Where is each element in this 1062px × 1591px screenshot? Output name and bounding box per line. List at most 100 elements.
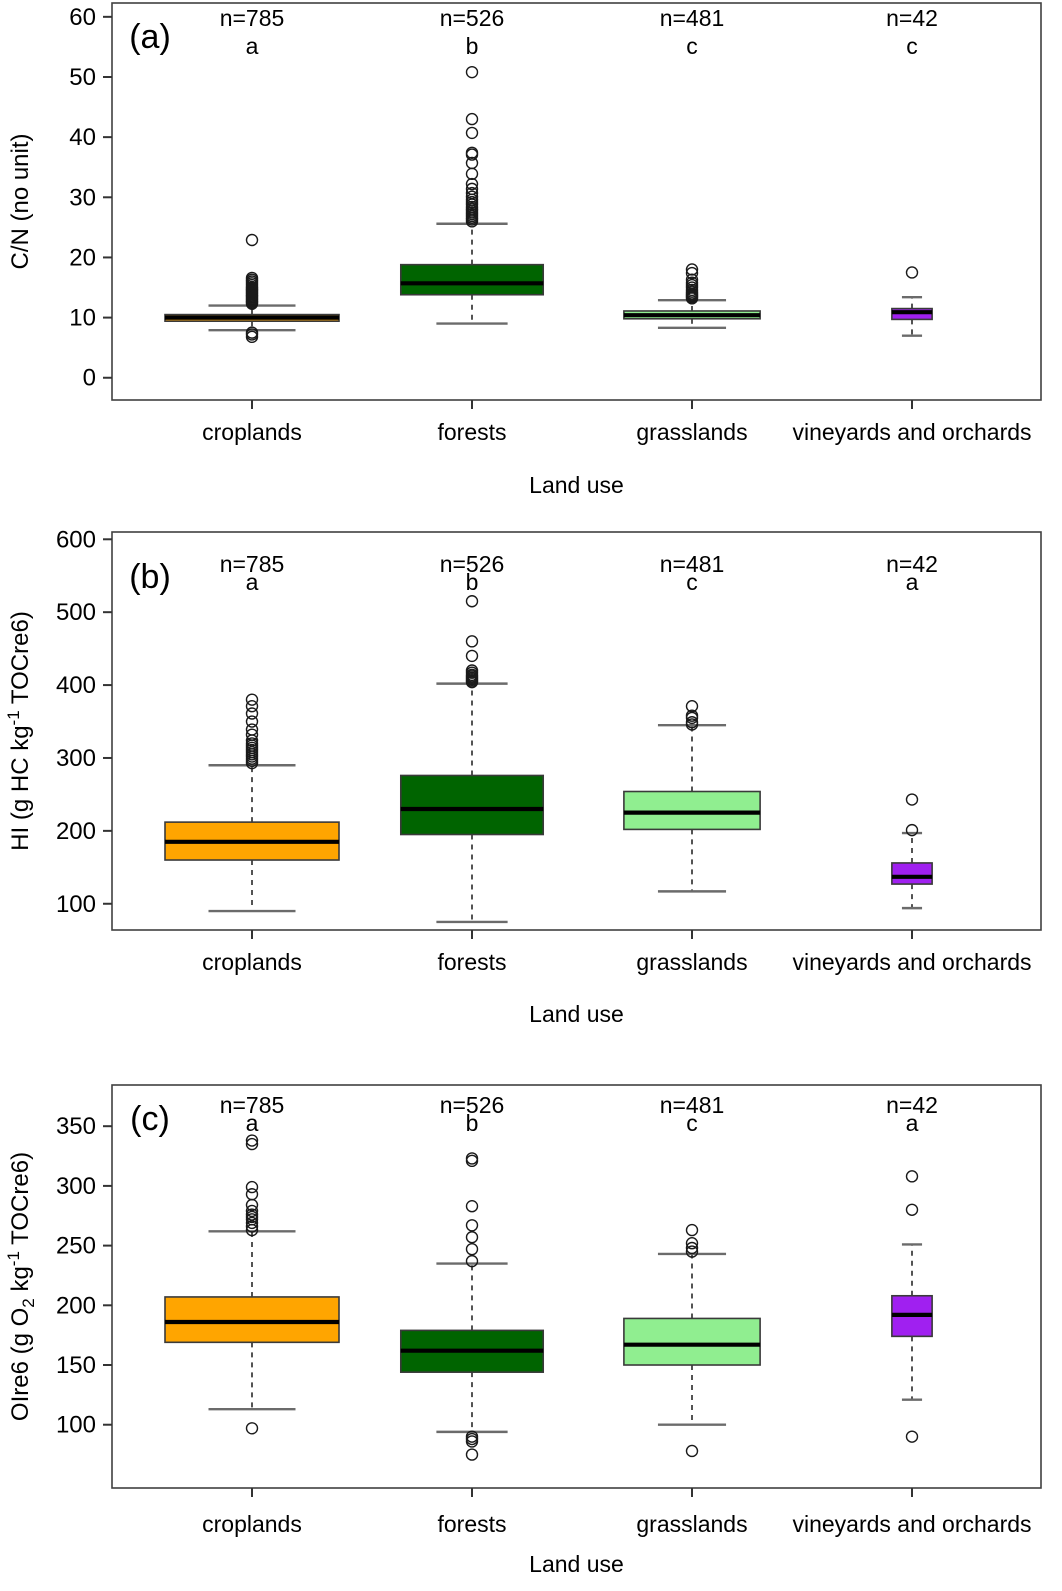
outlier-point	[245, 1220, 259, 1233]
y-tick-label: 0	[83, 365, 96, 392]
outlier-point	[685, 273, 699, 286]
panel-letter: (c)	[130, 1100, 170, 1138]
y-tick-label: 500	[56, 599, 96, 626]
y-axis-title: OIre6 (g O2 kg-1 TOCre6)	[4, 1152, 38, 1421]
outlier-point	[685, 700, 699, 713]
outlier-point	[245, 693, 259, 706]
outlier-point	[685, 1444, 699, 1458]
y-axis-title: HI (g HC kg-1 TOCre6)	[4, 611, 34, 851]
outlier-point	[905, 793, 919, 806]
outlier-point	[685, 716, 699, 729]
sig-letter-label: b	[466, 1110, 479, 1136]
sample-size-label: n=785	[220, 5, 285, 31]
outlier-point	[465, 190, 479, 203]
sample-size-label: n=42	[886, 551, 938, 577]
outlier-point	[685, 1245, 699, 1258]
y-tick-label: 20	[69, 244, 96, 271]
x-axis-title: Land use	[529, 1551, 624, 1577]
x-category-label: grasslands	[636, 1511, 747, 1537]
iqr-box	[891, 862, 933, 885]
outlier-point	[465, 1430, 479, 1443]
outlier-point	[245, 271, 259, 285]
outlier-point	[465, 1231, 479, 1244]
outlier-point	[905, 1430, 919, 1443]
outlier-point	[465, 649, 479, 663]
sample-size-label: n=42	[886, 1092, 938, 1118]
outlier-point	[465, 1242, 479, 1256]
sig-letter-label: a	[246, 33, 259, 59]
outlier-point	[685, 1237, 699, 1250]
outlier-point	[245, 1134, 259, 1147]
outlier-point	[465, 177, 479, 191]
x-category-label: forests	[437, 949, 506, 975]
y-tick-label: 600	[56, 526, 96, 553]
outlier-point	[245, 715, 259, 728]
outlier-point	[245, 737, 259, 750]
outlier-point	[465, 65, 479, 79]
outlier-point	[245, 723, 259, 736]
sig-letter-label: c	[686, 569, 698, 595]
outlier-point	[465, 1448, 479, 1461]
outlier-point	[245, 326, 259, 339]
y-tick-label: 100	[56, 891, 96, 918]
y-tick-label: 40	[69, 124, 96, 151]
x-axis-title: Land use	[529, 1001, 624, 1027]
outlier-point	[685, 276, 699, 289]
iqr-box	[399, 263, 545, 296]
outlier-point	[905, 1170, 919, 1183]
x-category-label: vineyards and orchards	[792, 1511, 1031, 1537]
sig-letter-label: a	[906, 569, 919, 595]
outlier-point	[245, 707, 259, 720]
sample-size-label: n=42	[886, 5, 938, 31]
outlier-point	[465, 167, 479, 181]
sample-size-label: n=785	[220, 551, 285, 577]
outlier-point	[465, 595, 479, 608]
x-category-label: forests	[437, 419, 506, 445]
x-category-label: croplands	[202, 419, 302, 445]
x-category-label: grasslands	[636, 949, 747, 975]
y-tick-label: 200	[56, 1292, 96, 1319]
x-axis-title: Land use	[529, 472, 624, 498]
outlier-point	[245, 1204, 259, 1218]
y-tick-label: 60	[69, 4, 96, 31]
sample-size-label: n=481	[660, 551, 725, 577]
plot-border	[111, 531, 1042, 931]
y-tick-label: 100	[56, 1412, 96, 1439]
outlier-point	[245, 233, 259, 247]
outlier-point	[465, 186, 479, 200]
panel-c: 100 150 200 250 300 350 croplands forests grassl…	[4, 1084, 1042, 1577]
outlier-point	[685, 266, 699, 280]
iqr-box	[399, 774, 545, 836]
outlier-point	[245, 1216, 259, 1230]
y-tick-label: 350	[56, 1113, 96, 1140]
y-tick-label: 250	[56, 1233, 96, 1260]
x-category-label: grasslands	[636, 419, 747, 445]
sample-size-label: n=481	[660, 1092, 725, 1118]
outlier-point	[245, 1422, 259, 1435]
box-group-vineyards-and-orchards: n=42c	[886, 5, 938, 337]
outlier-point	[465, 1254, 479, 1268]
y-tick-label: 400	[56, 672, 96, 699]
sig-letter-label: a	[246, 569, 259, 595]
sig-letter-label: c	[686, 33, 698, 59]
box-group-vineyards-and-orchards: n=42a	[886, 1092, 938, 1443]
y-tick-label: 300	[56, 1173, 96, 1200]
outlier-point	[465, 112, 479, 126]
outlier-point	[245, 700, 259, 713]
sig-letter-label: a	[906, 1110, 919, 1136]
sample-size-label: n=526	[440, 5, 505, 31]
sample-size-label: n=526	[440, 551, 505, 577]
outlier-point	[245, 728, 259, 741]
x-category-label: croplands	[202, 949, 302, 975]
outlier-point	[465, 156, 479, 170]
